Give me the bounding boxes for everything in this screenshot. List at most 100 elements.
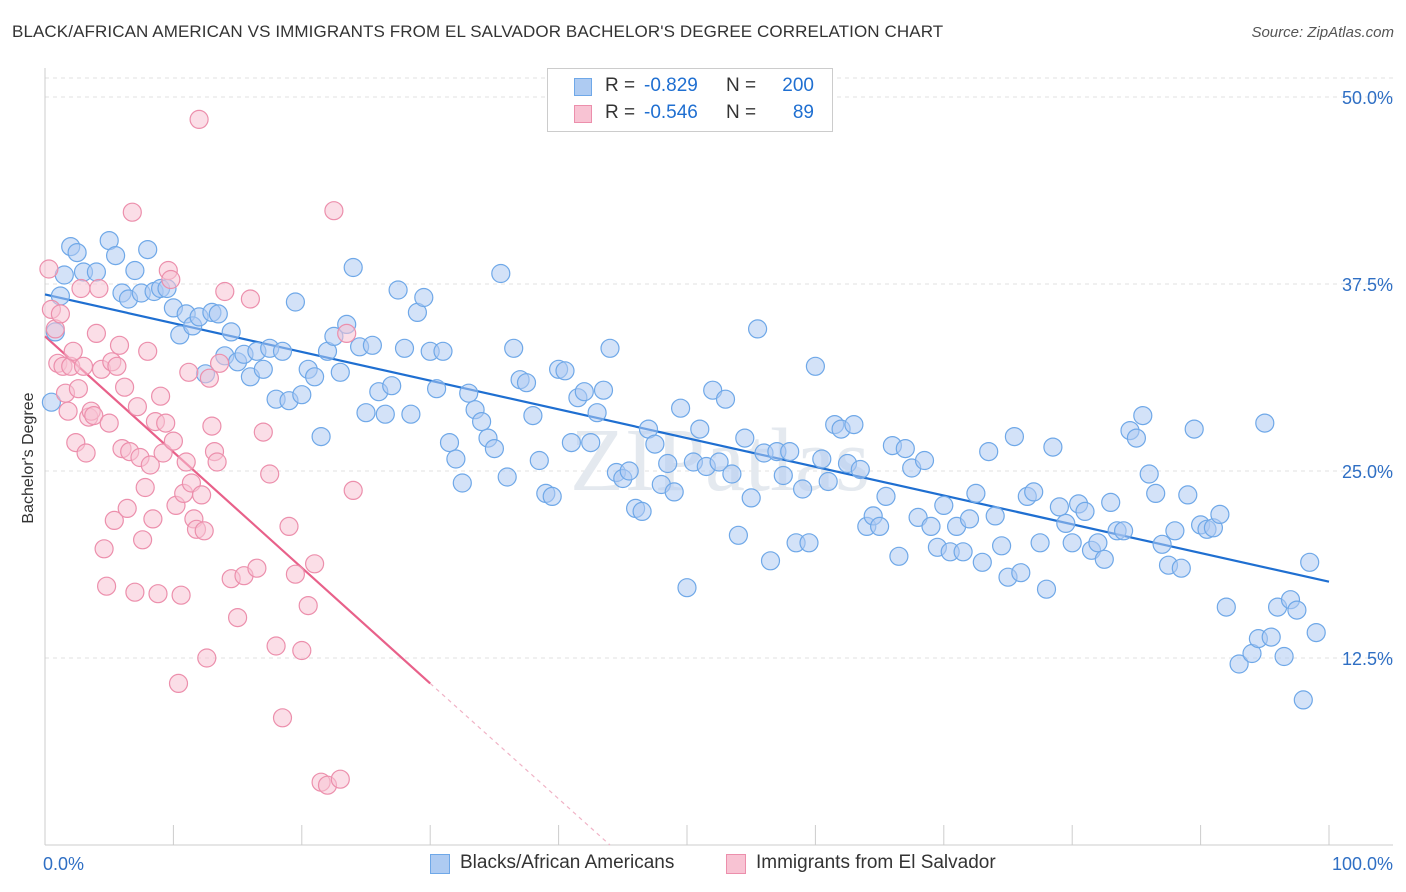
point-el-salvador bbox=[343, 480, 363, 500]
point-el-salvador bbox=[125, 582, 145, 602]
point-blacks bbox=[401, 404, 421, 424]
point-el-salvador bbox=[99, 413, 119, 433]
point-blacks bbox=[504, 338, 524, 358]
point-el-salvador bbox=[68, 379, 89, 399]
point-el-salvador bbox=[58, 401, 78, 421]
point-blacks bbox=[844, 415, 864, 435]
point-el-salvador bbox=[133, 530, 153, 550]
point-blacks bbox=[818, 471, 838, 492]
point-blacks bbox=[593, 380, 614, 400]
point-blacks bbox=[1056, 513, 1076, 534]
legend-swatch-pink bbox=[574, 105, 592, 123]
point-blacks bbox=[208, 304, 228, 324]
point-blacks bbox=[414, 287, 434, 308]
point-el-salvador bbox=[96, 576, 117, 596]
point-blacks bbox=[1062, 533, 1082, 553]
point-el-salvador bbox=[156, 413, 176, 433]
n-label: N = bbox=[726, 102, 757, 123]
r-value: -0.829 bbox=[644, 75, 698, 96]
trend-extension-el-salvador bbox=[429, 682, 611, 846]
point-el-salvador bbox=[189, 109, 209, 130]
point-blacks bbox=[773, 465, 793, 486]
point-blacks bbox=[1024, 482, 1044, 502]
point-blacks bbox=[292, 385, 312, 405]
legend-swatch-blue bbox=[574, 78, 592, 96]
point-blacks bbox=[305, 367, 325, 387]
point-blacks bbox=[690, 419, 710, 439]
trend-line-el-salvador bbox=[44, 335, 431, 685]
point-blacks bbox=[356, 403, 376, 423]
point-el-salvador bbox=[73, 356, 94, 376]
y-axis-label: Bachelor's Degree bbox=[20, 392, 37, 523]
point-el-salvador bbox=[202, 416, 222, 436]
point-blacks bbox=[427, 379, 447, 399]
point-el-salvador bbox=[104, 510, 124, 531]
point-blacks bbox=[792, 479, 813, 499]
x-tick-label: 100.0% bbox=[1332, 854, 1393, 874]
point-el-salvador bbox=[197, 648, 217, 668]
y-tick-label: 25.0% bbox=[1342, 462, 1393, 482]
point-blacks bbox=[523, 406, 543, 426]
point-blacks bbox=[1261, 627, 1281, 647]
point-blacks bbox=[1178, 485, 1198, 505]
point-blacks bbox=[972, 552, 992, 572]
point-el-salvador bbox=[192, 485, 212, 505]
tick-labels: 50.0% 37.5% 25.0% 12.5% 0.0% 100.0% bbox=[43, 88, 1393, 874]
point-blacks bbox=[1036, 579, 1057, 599]
point-blacks bbox=[362, 335, 382, 355]
point-blacks bbox=[1094, 549, 1114, 569]
point-blacks bbox=[677, 578, 697, 598]
point-blacks bbox=[343, 257, 363, 278]
point-el-salvador bbox=[337, 323, 357, 343]
point-blacks bbox=[330, 362, 350, 382]
point-blacks bbox=[375, 404, 395, 424]
point-blacks bbox=[889, 546, 909, 566]
point-blacks bbox=[1075, 501, 1095, 521]
n-value: 200 bbox=[782, 75, 814, 96]
point-blacks bbox=[979, 442, 999, 462]
point-blacks bbox=[1146, 483, 1166, 503]
point-el-salvador bbox=[298, 595, 318, 616]
point-blacks bbox=[1011, 563, 1031, 583]
point-blacks bbox=[1139, 464, 1159, 484]
point-blacks bbox=[741, 488, 761, 508]
point-blacks bbox=[664, 482, 684, 502]
point-blacks bbox=[869, 516, 890, 537]
point-blacks bbox=[1210, 504, 1230, 525]
point-blacks bbox=[1030, 533, 1050, 553]
point-el-salvador bbox=[240, 289, 260, 309]
point-el-salvador bbox=[305, 554, 325, 574]
point-blacks bbox=[394, 338, 415, 358]
point-blacks bbox=[850, 459, 870, 480]
point-el-salvador bbox=[279, 516, 299, 537]
point-blacks bbox=[253, 359, 273, 379]
point-el-salvador bbox=[86, 323, 107, 343]
point-el-salvador bbox=[94, 539, 114, 559]
point-blacks bbox=[1049, 497, 1070, 517]
point-blacks bbox=[805, 356, 826, 376]
point-blacks bbox=[382, 376, 402, 396]
point-el-salvador bbox=[71, 278, 91, 299]
point-blacks bbox=[934, 495, 954, 515]
point-el-salvador bbox=[324, 201, 344, 221]
point-blacks bbox=[433, 341, 453, 361]
point-el-salvador bbox=[163, 431, 183, 451]
point-el-salvador bbox=[114, 377, 135, 397]
point-el-salvador bbox=[138, 341, 158, 361]
point-blacks bbox=[1088, 533, 1108, 553]
r-label: R = bbox=[605, 75, 636, 96]
point-blacks bbox=[799, 533, 819, 553]
point-blacks bbox=[555, 361, 575, 381]
point-blacks bbox=[67, 243, 87, 263]
point-blacks bbox=[760, 551, 781, 571]
legend-label-el-salvador: Immigrants from El Salvador bbox=[756, 852, 996, 873]
source-label: Source: ZipAtlas.com bbox=[1251, 24, 1394, 41]
point-blacks bbox=[1306, 622, 1326, 643]
point-blacks bbox=[491, 263, 511, 284]
chart-title: BLACK/AFRICAN AMERICAN VS IMMIGRANTS FRO… bbox=[12, 22, 944, 41]
point-el-salvador bbox=[292, 640, 312, 661]
point-blacks bbox=[1229, 654, 1249, 674]
point-blacks bbox=[921, 516, 941, 537]
point-el-salvador bbox=[63, 341, 83, 361]
point-blacks bbox=[581, 433, 601, 453]
